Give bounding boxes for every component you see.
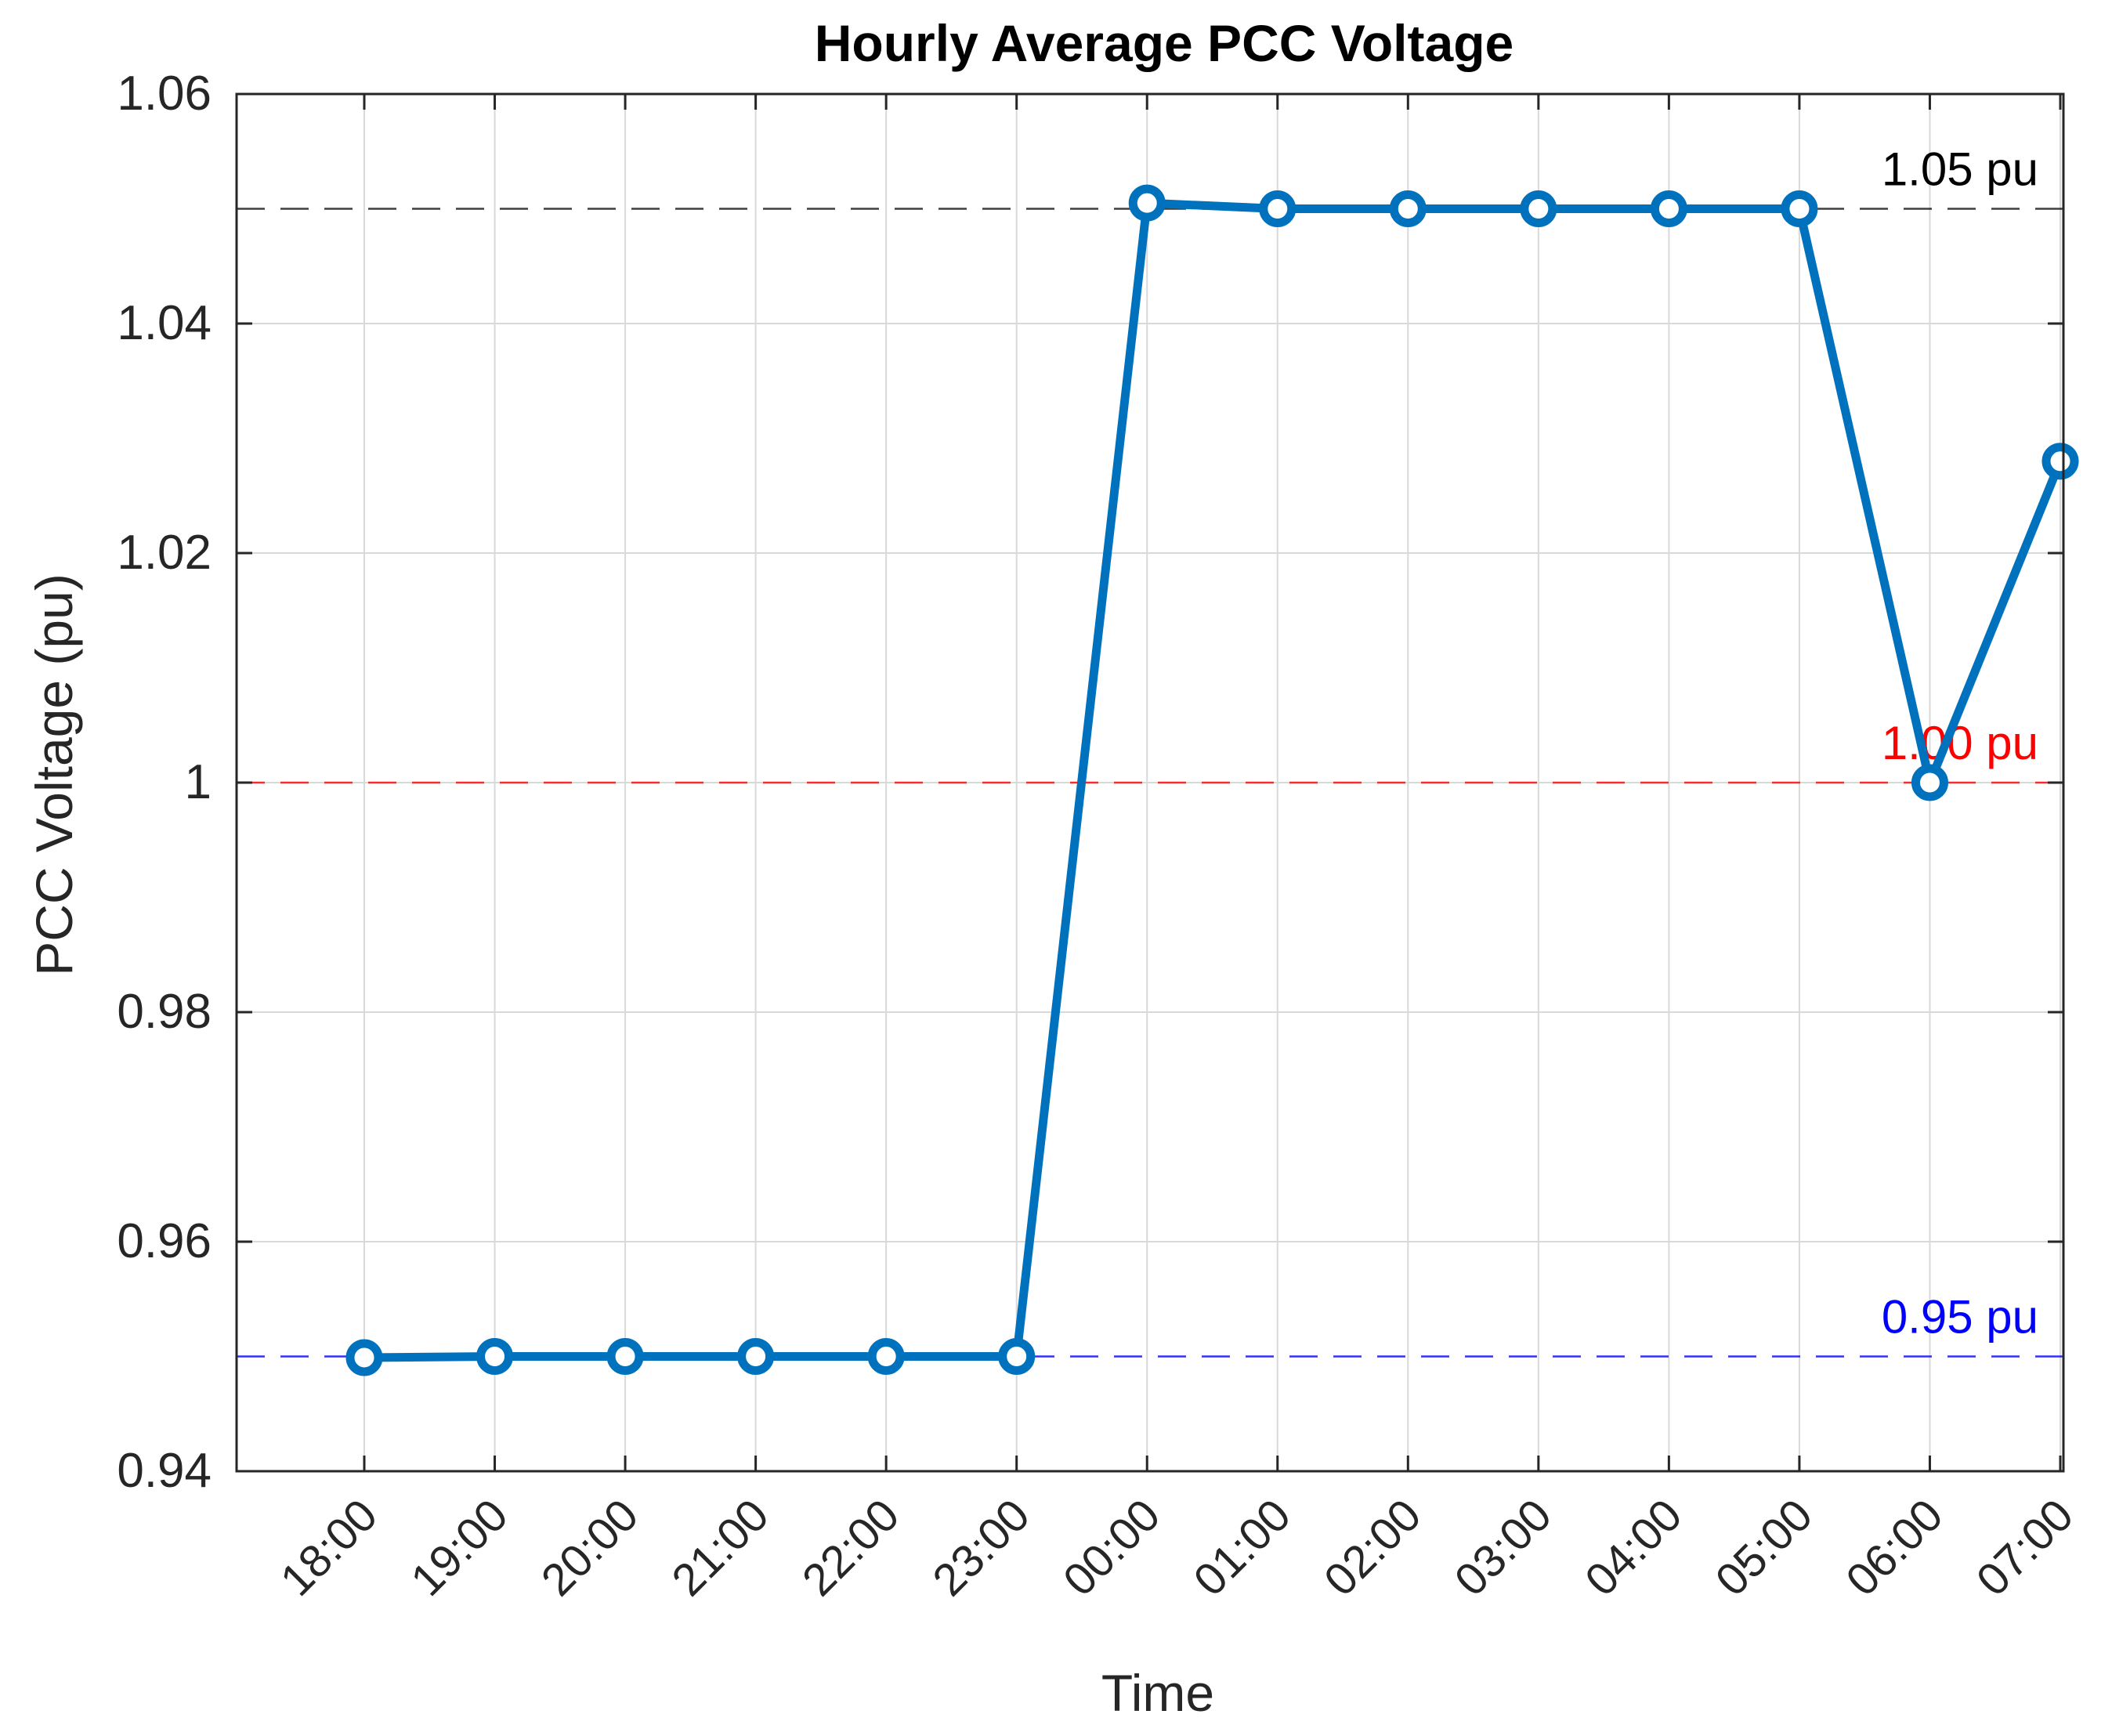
reference-line-label: 1.05 pu [1882, 143, 2038, 196]
x-axis-label: Time [1101, 1664, 1214, 1722]
data-point [867, 1338, 905, 1375]
data-point [1781, 190, 1818, 227]
data-point [1520, 190, 1557, 227]
reference-line-label: 0.95 pu [1882, 1291, 2038, 1344]
reference-line-label: 1.00 pu [1882, 717, 2038, 769]
data-point [1259, 190, 1296, 227]
data-point [606, 1338, 644, 1375]
data-point [2041, 443, 2079, 480]
series-line [360, 198, 2065, 1362]
data-point [998, 1338, 1036, 1375]
data-point [1128, 184, 1166, 222]
y-tick-label: 0.96 [117, 1214, 212, 1268]
data-point [1911, 764, 1948, 801]
tick-marks [237, 92, 2063, 1473]
y-tick-label: 0.94 [117, 1444, 212, 1498]
y-tick-label: 1.02 [117, 526, 212, 580]
y-axis-label: PCC Voltage (pu) [25, 573, 83, 976]
data-point [737, 1338, 775, 1375]
y-tick-label: 1.06 [117, 67, 212, 121]
y-tick-label: 1.04 [117, 296, 212, 350]
data-point [476, 1338, 514, 1375]
y-tick-label: 1 [185, 755, 212, 809]
data-point [1650, 190, 1687, 227]
series-layer [345, 184, 2079, 1376]
data-point [1389, 190, 1427, 227]
reference-lines: 1.05 pu 1.00 pu 0.95 pu [237, 143, 2063, 1358]
y-tick-label: 0.98 [117, 985, 212, 1039]
data-point [345, 1339, 383, 1376]
chart-title: Hourly Average PCC Voltage [815, 14, 1513, 72]
